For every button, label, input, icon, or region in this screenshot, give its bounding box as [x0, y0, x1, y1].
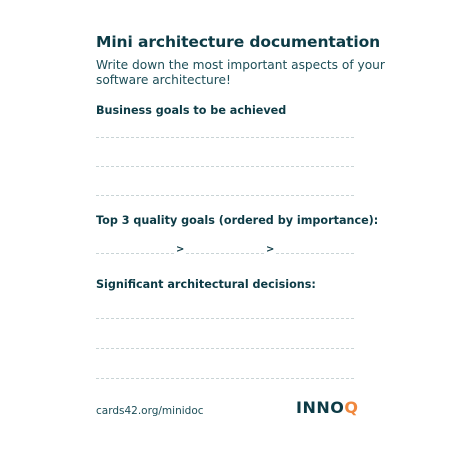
decisions-line-3[interactable]	[96, 378, 354, 379]
decisions-line-1[interactable]	[96, 318, 354, 319]
innoq-logo: INNOQ	[296, 398, 359, 417]
quality-goal-3-line[interactable]	[276, 253, 354, 254]
business-goals-line-3[interactable]	[96, 195, 354, 196]
business-goals-line-1[interactable]	[96, 137, 354, 138]
card-title: Mini architecture documentation	[96, 33, 381, 51]
footer-url: cards42.org/minidoc	[96, 405, 204, 417]
quality-goals-label: Top 3 quality goals (ordered by importan…	[96, 214, 379, 227]
card-subtitle: Write down the most important aspects of…	[96, 58, 385, 87]
business-goals-line-2[interactable]	[96, 166, 354, 167]
quality-goal-1-line[interactable]	[96, 253, 174, 254]
decisions-line-2[interactable]	[96, 348, 354, 349]
quality-separator-2: >	[266, 244, 275, 255]
decisions-label: Significant architectural decisions:	[96, 278, 316, 291]
quality-separator-1: >	[176, 244, 185, 255]
business-goals-label: Business goals to be achieved	[96, 104, 287, 117]
quality-goal-2-line[interactable]	[186, 253, 264, 254]
